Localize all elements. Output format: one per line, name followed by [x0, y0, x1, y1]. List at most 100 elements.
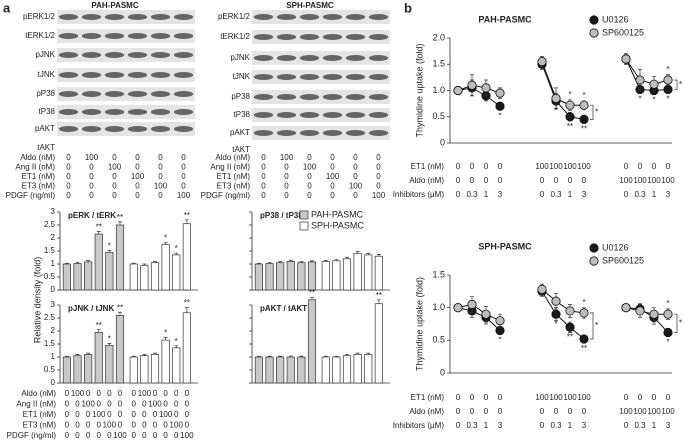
chart-title: pP38 / tP38 [260, 211, 303, 220]
blot-strip [252, 126, 390, 140]
treatment-value: 0 [158, 163, 163, 172]
bar [84, 354, 93, 384]
blot-band [276, 14, 297, 20]
treatment-value: 0 [118, 410, 123, 419]
blot-strip [252, 51, 390, 65]
blot-band [81, 109, 102, 115]
legend-label: SPH-PASMC [311, 220, 364, 230]
error-bar [334, 355, 339, 357]
error-bar [184, 307, 189, 313]
treatment-value: 0 [484, 393, 489, 402]
significance: * [652, 96, 655, 105]
blot-band [104, 33, 125, 39]
treatment-value: 0 [118, 400, 123, 409]
series-line [625, 307, 668, 315]
treatment-value: 0 [86, 431, 91, 440]
protein-label: pP38 [36, 89, 55, 98]
error-bar [142, 354, 147, 356]
data-point [663, 75, 673, 85]
error-bar [131, 355, 136, 357]
treatment-value: 0 [484, 176, 489, 185]
series-line [541, 64, 585, 120]
blot-band [253, 112, 274, 118]
blot-band [253, 55, 274, 61]
error-bar [142, 263, 147, 266]
blot-band [322, 94, 343, 100]
panel-label: b [404, 0, 412, 15]
treatment-value: 0 [89, 163, 94, 172]
treatment-value: 100 [349, 182, 363, 191]
treatment-value: 0 [456, 190, 461, 199]
treatment-label: Inhibitors (μM) [393, 421, 445, 430]
treatment-value: 0 [470, 176, 475, 185]
treatment-value: 0 [158, 191, 163, 200]
bracket [590, 104, 594, 120]
blot-band [150, 72, 171, 78]
significance: * [638, 95, 641, 104]
treatment-value: 100 [326, 172, 340, 181]
bar [140, 264, 149, 291]
legend-marker [589, 256, 599, 266]
significance: ** [567, 122, 573, 131]
blot-band [253, 130, 274, 136]
treatment-value: 100 [85, 153, 99, 162]
data-point [551, 93, 561, 103]
treatment-value: 100 [103, 421, 117, 430]
bar [73, 263, 82, 291]
treatment-value: 0 [86, 421, 91, 430]
bar [161, 244, 170, 291]
treatment-value: 0 [624, 421, 629, 430]
treatment-value: 0 [624, 190, 629, 199]
blot-band [173, 126, 194, 132]
significance: * [595, 321, 598, 330]
data-point [551, 309, 561, 319]
treatment-value: 0 [353, 172, 358, 181]
treatment-value: 0.3 [634, 190, 646, 199]
bar [73, 355, 82, 384]
treatment-value: 0 [284, 163, 289, 172]
blot-band [150, 109, 171, 115]
significance: * [498, 336, 501, 345]
error-bar [184, 219, 189, 224]
treatment-value: 0 [142, 421, 147, 430]
axis [449, 275, 672, 374]
series-line [541, 61, 584, 106]
bar [307, 299, 317, 384]
data-point [495, 88, 505, 98]
blot-band [81, 52, 102, 58]
chart-title: pAKT / tAKT [260, 304, 307, 313]
bar [182, 223, 191, 291]
treatment-value: 1 [484, 190, 489, 199]
bar [332, 260, 341, 291]
blot-band [173, 33, 194, 39]
treatment-value: 0 [86, 410, 91, 419]
significance: ** [567, 332, 573, 341]
error-bar [174, 252, 179, 255]
bar [364, 354, 373, 384]
treatment-value: 0 [330, 191, 335, 200]
error-bar [309, 296, 314, 300]
treatment-value: 0 [153, 410, 158, 419]
treatment-value: 0.3 [550, 190, 562, 199]
blot-band [299, 130, 320, 136]
protein-label: pAKT [35, 124, 55, 133]
treatment-label: Ang II (nM) [15, 163, 55, 172]
treatment-value: 0 [284, 172, 289, 181]
treatment-value: 100 [138, 389, 152, 398]
treatment-value: 0 [540, 421, 545, 430]
data-point [649, 79, 659, 89]
bar [342, 355, 352, 384]
treatment-value: 3 [582, 421, 587, 430]
data-point [453, 303, 463, 313]
treatment-value: 0 [456, 176, 461, 185]
treatment-value: 0 [75, 400, 80, 409]
blot-band [150, 33, 171, 39]
treatment-value: 100 [549, 162, 563, 171]
treatment-value: 0 [89, 182, 94, 191]
protein-label: pP38 [231, 92, 250, 101]
treatment-value: 3 [498, 421, 503, 430]
protein-label: pJNK [35, 50, 55, 59]
treatment-value: 0 [181, 163, 186, 172]
treatment-value: 0 [142, 431, 147, 440]
